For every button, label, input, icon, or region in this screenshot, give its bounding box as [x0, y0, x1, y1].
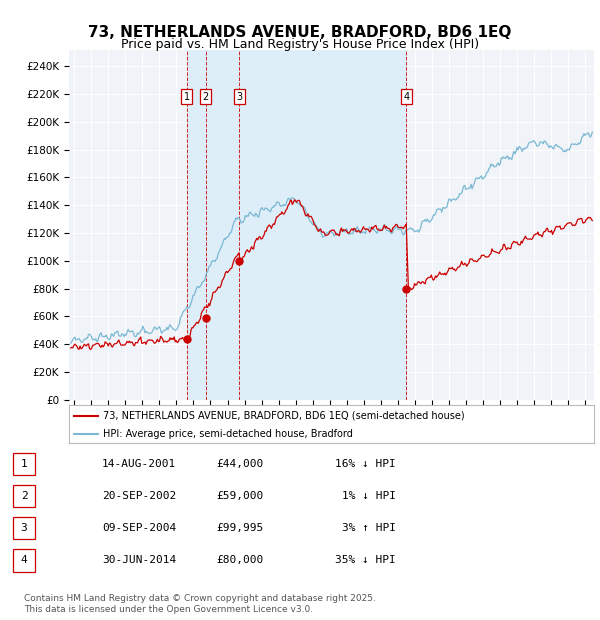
- Text: 3% ↑ HPI: 3% ↑ HPI: [342, 523, 396, 533]
- Text: 09-SEP-2004: 09-SEP-2004: [102, 523, 176, 533]
- Text: 1% ↓ HPI: 1% ↓ HPI: [342, 491, 396, 501]
- Text: 2: 2: [203, 92, 209, 102]
- Text: 20-SEP-2002: 20-SEP-2002: [102, 491, 176, 501]
- Text: 73, NETHERLANDS AVENUE, BRADFORD, BD6 1EQ: 73, NETHERLANDS AVENUE, BRADFORD, BD6 1E…: [88, 25, 512, 40]
- Text: £44,000: £44,000: [217, 459, 264, 469]
- Text: £80,000: £80,000: [217, 556, 264, 565]
- Text: 73, NETHERLANDS AVENUE, BRADFORD, BD6 1EQ (semi-detached house): 73, NETHERLANDS AVENUE, BRADFORD, BD6 1E…: [103, 410, 465, 420]
- Text: 30-JUN-2014: 30-JUN-2014: [102, 556, 176, 565]
- Bar: [187, 50, 406, 400]
- Text: 1: 1: [184, 92, 190, 102]
- Text: 3: 3: [20, 523, 28, 533]
- Text: 35% ↓ HPI: 35% ↓ HPI: [335, 556, 396, 565]
- Text: Contains HM Land Registry data © Crown copyright and database right 2025.
This d: Contains HM Land Registry data © Crown c…: [24, 595, 376, 614]
- Text: HPI: Average price, semi-detached house, Bradford: HPI: Average price, semi-detached house,…: [103, 428, 353, 439]
- Text: 4: 4: [20, 556, 28, 565]
- Text: 1: 1: [20, 459, 28, 469]
- Text: 14-AUG-2001: 14-AUG-2001: [102, 459, 176, 469]
- Text: 4: 4: [403, 92, 410, 102]
- Text: £99,995: £99,995: [217, 523, 264, 533]
- Text: 2: 2: [20, 491, 28, 501]
- Text: £59,000: £59,000: [217, 491, 264, 501]
- Text: 16% ↓ HPI: 16% ↓ HPI: [335, 459, 396, 469]
- Text: Price paid vs. HM Land Registry's House Price Index (HPI): Price paid vs. HM Land Registry's House …: [121, 38, 479, 51]
- Text: 3: 3: [236, 92, 242, 102]
